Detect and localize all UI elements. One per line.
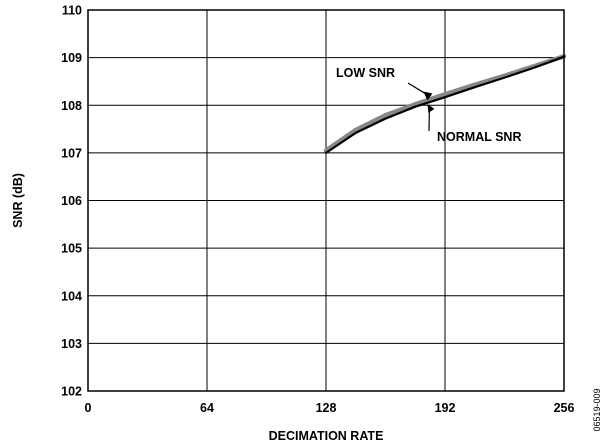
x-tick-label: 192 bbox=[435, 401, 456, 415]
y-tick-label: 104 bbox=[61, 289, 82, 303]
annotation-normal-snr-arrowhead bbox=[427, 103, 435, 113]
series-line-normal-snr bbox=[324, 55, 566, 154]
figure-code-label: 06519-009 bbox=[592, 388, 602, 431]
annotation-layer: LOW SNR NORMAL SNR bbox=[336, 66, 522, 144]
y-tick-label: 103 bbox=[61, 337, 82, 351]
series-layer bbox=[323, 53, 567, 154]
y-tick-label: 108 bbox=[61, 99, 82, 113]
y-tick-label: 106 bbox=[61, 194, 82, 208]
x-axis-title: DECIMATION RATE bbox=[269, 429, 384, 443]
y-axis-title: SNR (dB) bbox=[11, 173, 25, 228]
grid-layer bbox=[88, 10, 564, 391]
annotation-low-snr-arrowhead bbox=[423, 91, 433, 101]
x-tick-label: 64 bbox=[200, 401, 214, 415]
series-line-low-snr bbox=[323, 53, 567, 153]
y-tick-label: 105 bbox=[61, 242, 82, 256]
plot-frame bbox=[87, 9, 565, 392]
y-tick-label: 110 bbox=[62, 4, 82, 18]
y-tick-label: 107 bbox=[61, 146, 82, 160]
x-tick-label: 0 bbox=[85, 401, 92, 415]
x-tick-label: 256 bbox=[554, 401, 575, 415]
x-tick-label: 128 bbox=[316, 401, 337, 415]
annotation-low-snr: LOW SNR bbox=[336, 66, 395, 80]
y-tick-label: 109 bbox=[61, 51, 82, 65]
annotation-normal-snr: NORMAL SNR bbox=[437, 130, 522, 144]
tick-layer: 102 103 104 105 106 107 108 109 110 0 64 128 192 256 bbox=[61, 4, 574, 416]
y-tick-label: 102 bbox=[61, 385, 82, 399]
